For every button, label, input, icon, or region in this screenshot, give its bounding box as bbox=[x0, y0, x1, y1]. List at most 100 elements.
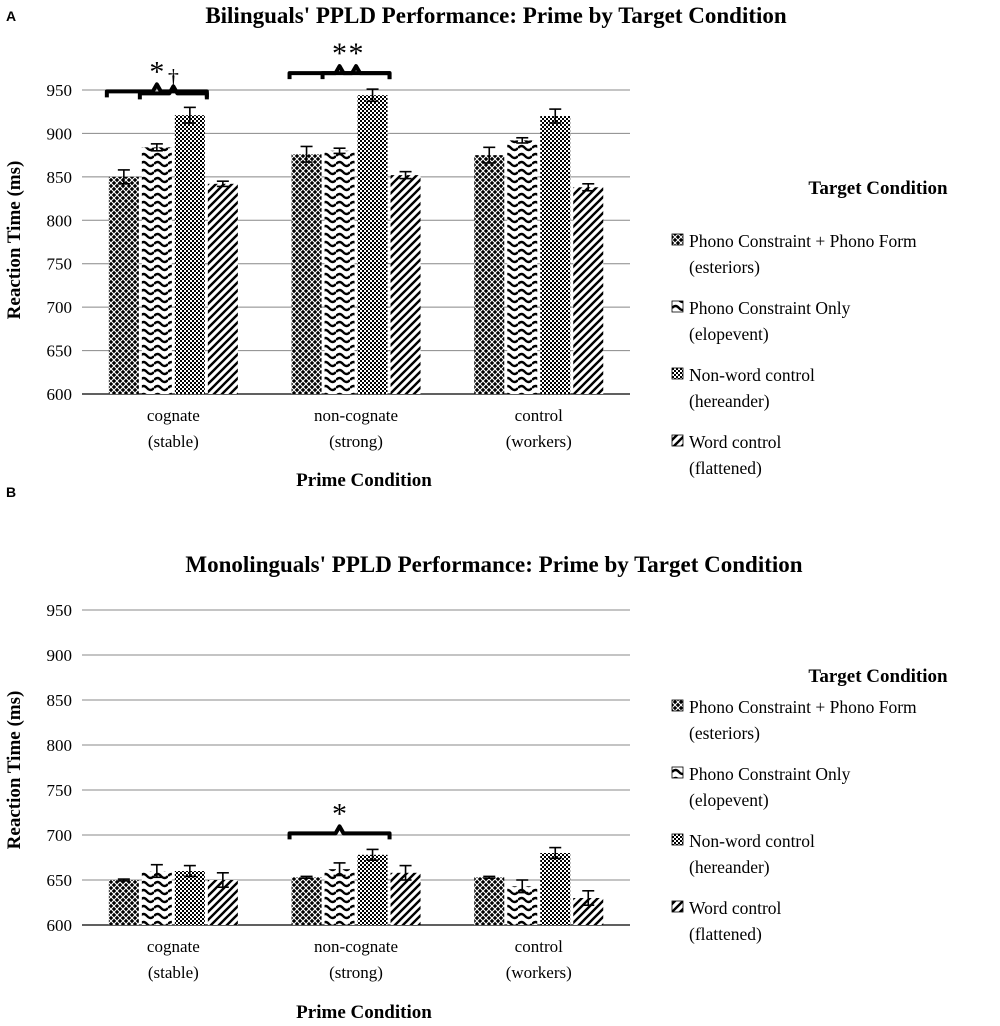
chart-a-legend-label: Non-word control bbox=[689, 365, 815, 385]
chart-a-bar bbox=[207, 183, 238, 394]
chart-a-legend-label: (hereander) bbox=[689, 391, 770, 411]
chart-b-bar bbox=[540, 853, 571, 925]
chart-a-legend-item: Phono Constraint + Phono Form (esteriors) bbox=[671, 231, 917, 277]
chart-b-y-axis-title: Reaction Time (ms) bbox=[4, 691, 25, 850]
chart-b-significance-symbol: * bbox=[332, 797, 347, 830]
chart-b-category-label: non-cognate bbox=[314, 937, 398, 956]
panel-b: B Monolinguals' PPLD Performance: Prime … bbox=[4, 484, 948, 1023]
chart-b-legend-label: Phono Constraint Only bbox=[689, 764, 851, 784]
chart-a-category-labels: cognate (stable) non-cognate (strong) contro… bbox=[147, 406, 572, 451]
chart-a-gridlines bbox=[82, 89, 630, 395]
chart-a-x-axis-title: Prime Condition bbox=[296, 470, 432, 491]
chart-a-bars bbox=[108, 95, 604, 395]
chart-a-bar bbox=[108, 176, 139, 394]
chart-a-legend-title: Target Condition bbox=[808, 178, 948, 199]
chart-a-legend-label: (esteriors) bbox=[689, 257, 760, 277]
chart-b-error-bar bbox=[516, 879, 529, 894]
chart-a-y-axis-title: Reaction Time (ms) bbox=[4, 161, 25, 320]
chart-b-legend-label: Phono Constraint + Phono Form bbox=[689, 697, 917, 717]
chart-a-significance-symbol: * bbox=[349, 37, 364, 70]
chart-b-error-bar bbox=[399, 864, 412, 881]
chart-a-bar bbox=[174, 115, 205, 394]
chart-a-y-tick-label: 900 bbox=[47, 124, 73, 143]
chart-b-legend-swatch bbox=[671, 699, 684, 712]
chart-a-significance-symbol: * bbox=[149, 55, 164, 88]
chart-b-title: Monolinguals' PPLD Performance: Prime by… bbox=[185, 552, 802, 577]
chart-a-annotations: * †* * bbox=[104, 37, 392, 100]
chart-a-legend-swatch bbox=[671, 367, 684, 380]
chart-a-significance-bracket: * bbox=[104, 55, 209, 98]
chart-a-category-label: cognate bbox=[147, 406, 200, 425]
chart-a-legend-swatch bbox=[671, 233, 684, 246]
chart-a-significance-symbol: * bbox=[332, 37, 347, 70]
chart-b-legend-swatch bbox=[671, 833, 684, 846]
chart-b-y-ticks: 600 650 700 750 800 850 900 950 bbox=[47, 601, 73, 935]
chart-b-gridlines bbox=[82, 609, 630, 926]
chart-b-category-label: cognate bbox=[147, 937, 200, 956]
chart-b-legend-label: Word control bbox=[689, 898, 782, 918]
chart-a-category-label: control bbox=[515, 406, 563, 425]
chart-b-error-bar bbox=[333, 862, 346, 877]
chart-a-bar bbox=[357, 95, 388, 394]
chart-a-y-tick-label: 850 bbox=[47, 168, 73, 187]
chart-b-bar bbox=[357, 854, 388, 925]
chart-a-error-bar bbox=[333, 147, 346, 155]
chart-b-bar bbox=[141, 871, 172, 925]
chart-b-category-labels: cognate (stable) non-cognate (strong) contro… bbox=[147, 937, 572, 982]
chart-a-category-label: (workers) bbox=[506, 432, 572, 451]
chart-b-error-bar bbox=[549, 846, 562, 860]
chart-a-y-tick-label: 700 bbox=[47, 298, 73, 317]
chart-b-legend-label: (esteriors) bbox=[689, 723, 760, 743]
chart-b-error-bar bbox=[183, 864, 196, 878]
panel-b-letter: B bbox=[6, 484, 16, 500]
chart-b-bar bbox=[474, 877, 505, 925]
chart-a-bar bbox=[540, 116, 571, 395]
chart-b-error-bar bbox=[117, 878, 130, 882]
chart-a-y-tick-label: 950 bbox=[47, 81, 73, 100]
chart-a-error-bar bbox=[300, 145, 313, 163]
chart-b-category-label: control bbox=[515, 937, 563, 956]
chart-b-y-tick-label: 950 bbox=[47, 601, 73, 620]
chart-b-y-tick-label: 800 bbox=[47, 736, 73, 755]
chart-a-legend-label: Phono Constraint Only bbox=[689, 298, 851, 318]
chart-b-bar bbox=[174, 871, 205, 925]
chart-a-title: Bilinguals' PPLD Performance: Prime by T… bbox=[205, 3, 787, 28]
chart-a-bar bbox=[573, 187, 604, 394]
chart-b-error-bar bbox=[582, 889, 595, 907]
chart-a-error-bar bbox=[549, 108, 562, 124]
chart-b-legend-label: (hereander) bbox=[689, 857, 770, 877]
chart-a-bar bbox=[291, 154, 322, 394]
chart-a-legend-label: Word control bbox=[689, 432, 782, 452]
chart-b-error-bar bbox=[300, 875, 313, 880]
chart-b-legend-item: Non-word control (hereander) bbox=[671, 831, 815, 877]
chart-a-significance-symbol: † bbox=[168, 64, 179, 89]
chart-b-y-tick-label: 650 bbox=[47, 871, 73, 890]
chart-a-legend-label: Phono Constraint + Phono Form bbox=[689, 231, 917, 251]
chart-a-category-label: (strong) bbox=[329, 432, 383, 451]
chart-a-y-tick-label: 800 bbox=[47, 211, 73, 230]
chart-a-legend-swatch bbox=[671, 434, 684, 447]
chart-a-bar bbox=[390, 175, 421, 394]
chart-a-bar bbox=[141, 147, 172, 394]
chart-a-bar bbox=[507, 140, 538, 394]
chart-b-x-axis-title: Prime Condition bbox=[296, 1002, 432, 1023]
chart-a-significance-bracket: * bbox=[320, 37, 392, 80]
chart-a-error-bar bbox=[366, 88, 379, 103]
panel-a: A Bilinguals' PPLD Performance: Prime by… bbox=[4, 3, 948, 491]
chart-b-legend-item: Phono Constraint + Phono Form (esteriors) bbox=[671, 697, 917, 743]
chart-b-category-label: (workers) bbox=[506, 963, 572, 982]
chart-a-legend: Target Condition Phono Constraint + Phono… bbox=[671, 178, 948, 478]
chart-b-bar bbox=[291, 877, 322, 925]
chart-a-legend-label: (elopevent) bbox=[689, 324, 769, 344]
chart-b-bar bbox=[108, 880, 139, 925]
chart-a-bar bbox=[324, 150, 355, 394]
chart-b-y-tick-label: 600 bbox=[47, 916, 73, 935]
chart-b-legend-item: Phono Constraint Only (elopevent) bbox=[671, 764, 851, 810]
chart-a-error-bar bbox=[582, 183, 595, 192]
chart-a-y-tick-label: 650 bbox=[47, 342, 73, 361]
chart-b-legend-item: Word control (flattened) bbox=[671, 898, 782, 944]
chart-a-error-bars bbox=[117, 88, 595, 192]
chart-b-y-tick-label: 850 bbox=[47, 691, 73, 710]
chart-a-y-ticks: 600 650 700 750 800 850 900 950 bbox=[47, 81, 73, 404]
chart-a-legend-swatch bbox=[671, 300, 684, 313]
